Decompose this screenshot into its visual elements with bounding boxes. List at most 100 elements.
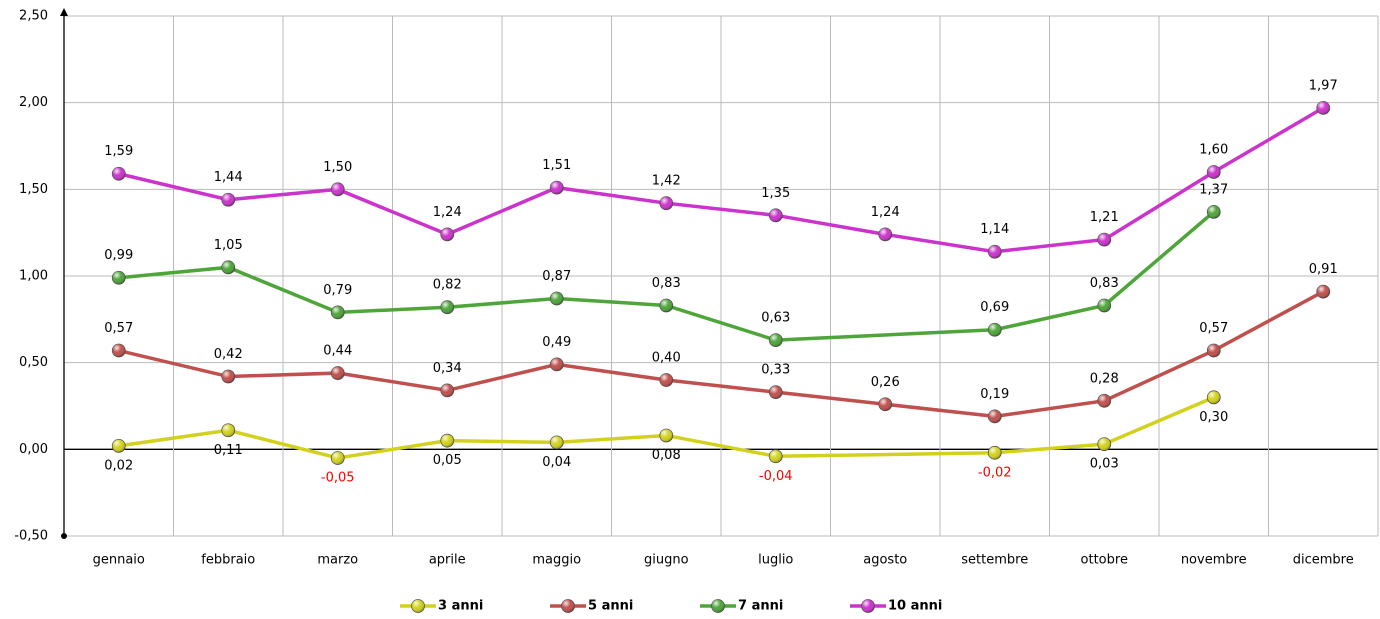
x-tick-label: ottobre xyxy=(1081,553,1128,568)
x-tick-label: novembre xyxy=(1181,553,1247,568)
data-label: 1,59 xyxy=(104,144,133,159)
y-tick-label: 2,50 xyxy=(19,9,48,24)
point-shine xyxy=(440,300,454,314)
data-label: 1,35 xyxy=(761,186,790,201)
point-shine xyxy=(221,193,235,207)
data-label: 0,19 xyxy=(980,387,1009,402)
point-shine xyxy=(331,451,345,465)
point-shine xyxy=(769,385,783,399)
point-shine xyxy=(550,357,564,371)
point-shine xyxy=(1207,344,1221,358)
data-label: 0,03 xyxy=(1090,457,1119,472)
point-shine xyxy=(988,409,1002,423)
data-label: 0,28 xyxy=(1090,371,1119,386)
series-line xyxy=(118,395,1215,460)
point-shine xyxy=(1097,437,1111,451)
data-label: 0,82 xyxy=(433,278,462,293)
point-shine xyxy=(878,397,892,411)
data-label: 0,30 xyxy=(1199,410,1228,425)
data-label: 1,42 xyxy=(652,174,681,189)
data-label: 0,34 xyxy=(433,361,462,376)
data-label: 0,02 xyxy=(104,458,133,473)
point-shine xyxy=(659,373,673,387)
data-label: 1,60 xyxy=(1199,143,1228,158)
y-tick-label: 1,50 xyxy=(19,182,48,197)
point-shine xyxy=(659,298,673,312)
point-shine xyxy=(988,323,1002,337)
data-label: -0,02 xyxy=(978,465,1012,480)
x-tick-label: giugno xyxy=(644,553,689,568)
point-shine xyxy=(659,428,673,442)
x-tick-label: settembre xyxy=(961,553,1028,568)
y-tick-label: 0,00 xyxy=(19,442,48,457)
data-label: 0,69 xyxy=(980,300,1009,315)
point-shine xyxy=(221,423,235,437)
point-shine xyxy=(769,333,783,347)
point-shine xyxy=(550,181,564,195)
point-shine xyxy=(988,446,1002,460)
data-label: 1,51 xyxy=(542,158,571,173)
point-shine xyxy=(861,599,875,613)
point-shine xyxy=(112,439,126,453)
data-label: -0,05 xyxy=(321,471,355,486)
point-shine xyxy=(440,434,454,448)
data-label: 0,79 xyxy=(323,283,352,298)
x-tick-label: aprile xyxy=(429,553,466,568)
data-label: -0,04 xyxy=(759,469,793,484)
point-shine xyxy=(659,196,673,210)
point-shine xyxy=(1316,101,1330,115)
point-shine xyxy=(561,599,575,613)
point-shine xyxy=(331,366,345,380)
series-line xyxy=(118,290,1325,419)
data-label: 1,05 xyxy=(214,238,243,253)
data-label: 0,87 xyxy=(542,269,571,284)
data-label: 1,37 xyxy=(1199,182,1228,197)
x-tick-label: febbraio xyxy=(201,553,255,568)
point-shine xyxy=(550,435,564,449)
point-shine xyxy=(1316,285,1330,299)
y-tick-label: 1,00 xyxy=(19,269,48,284)
point-shine xyxy=(112,344,126,358)
data-label: 0,40 xyxy=(652,351,681,366)
data-label: 0,99 xyxy=(104,248,133,263)
data-label: 1,97 xyxy=(1309,78,1338,93)
x-tick-label: agosto xyxy=(863,553,907,568)
point-shine xyxy=(1097,394,1111,408)
series-line xyxy=(118,106,1325,254)
data-label: 0,44 xyxy=(323,344,352,359)
data-label: 0,08 xyxy=(652,448,681,463)
series-line xyxy=(118,210,1215,342)
point-shine xyxy=(550,292,564,306)
point-shine xyxy=(221,370,235,384)
x-tick-label: gennaio xyxy=(93,553,145,568)
data-label: 0,11 xyxy=(214,443,243,458)
data-label: 0,42 xyxy=(214,347,243,362)
data-label: 0,83 xyxy=(1090,276,1119,291)
point-shine xyxy=(1097,298,1111,312)
data-label: 1,14 xyxy=(980,222,1009,237)
data-label: 0,91 xyxy=(1309,262,1338,277)
legend-label: 7 anni xyxy=(738,599,783,614)
y-tick-label: -0,50 xyxy=(14,529,48,544)
legend-label: 10 anni xyxy=(888,599,942,614)
x-tick-label: marzo xyxy=(317,553,358,568)
data-label: 1,21 xyxy=(1090,210,1119,225)
point-shine xyxy=(1207,165,1221,179)
point-shine xyxy=(411,599,425,613)
x-tick-label: maggio xyxy=(532,553,581,568)
data-label: 0,33 xyxy=(761,363,790,378)
data-label: 1,24 xyxy=(871,205,900,220)
data-label: 0,26 xyxy=(871,375,900,390)
point-shine xyxy=(711,599,725,613)
data-label: 1,50 xyxy=(323,160,352,175)
point-shine xyxy=(988,245,1002,259)
point-shine xyxy=(331,305,345,319)
data-label: 1,44 xyxy=(214,170,243,185)
point-shine xyxy=(221,260,235,274)
legend-label: 3 anni xyxy=(438,599,483,614)
point-shine xyxy=(112,167,126,181)
point-shine xyxy=(440,227,454,241)
data-label: 0,57 xyxy=(104,321,133,336)
point-shine xyxy=(769,449,783,463)
